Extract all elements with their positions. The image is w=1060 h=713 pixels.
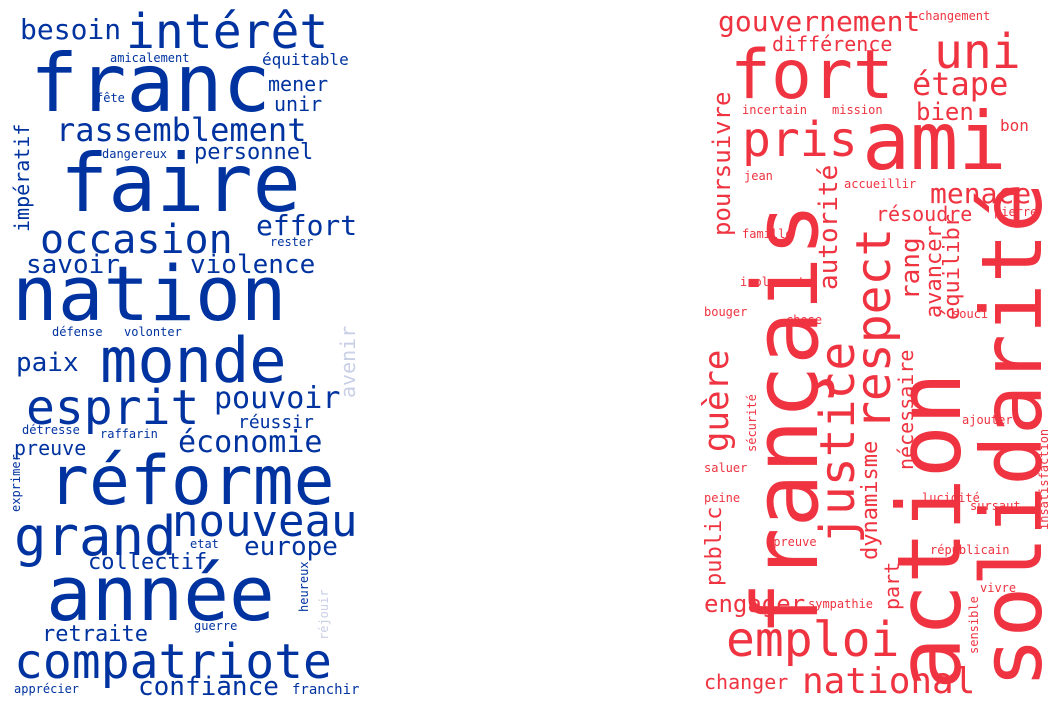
word-faire: faire — [60, 137, 301, 230]
word-equilibr: équilibr — [940, 214, 965, 320]
word-poursuivre: poursuivre — [708, 91, 736, 237]
word-cloud-left: besoin intérêt franc amicalement équitab… — [0, 0, 370, 713]
word-occasion: occasion — [40, 217, 233, 263]
word-difference: différence — [772, 32, 893, 56]
word-avenir: avenir — [336, 325, 360, 398]
word-paix: paix — [16, 348, 79, 378]
word-preuve: preuve — [14, 436, 87, 460]
word-unir: unir — [274, 92, 323, 116]
word-confiance: confiance — [138, 672, 279, 702]
word-rassemblement: rassemblement — [56, 111, 307, 149]
word-jean: jean — [744, 169, 773, 183]
word-lucidite: lucidité — [922, 491, 980, 505]
word-changement: changement — [918, 9, 991, 23]
word-equitable: équitable — [262, 50, 349, 69]
word-pris: pris — [742, 112, 858, 168]
word-pierre: pierre — [994, 205, 1038, 219]
word-securite: sécurité — [745, 394, 759, 452]
word-epreuve: épreuve — [766, 535, 817, 549]
word-bien: bien — [916, 98, 974, 126]
word-franchir: franchir — [292, 682, 360, 698]
word-uni: uni — [934, 24, 1021, 80]
word-nouveau: nouveau — [172, 496, 358, 547]
word-franc: franc — [30, 37, 271, 130]
word-sursaut: sursaut — [970, 499, 1021, 513]
word-sympathie: sympathie — [808, 597, 874, 611]
word-exprimer: exprimer — [9, 454, 23, 512]
word-effort: effort — [256, 209, 358, 242]
word-ajouter: ajouter — [962, 413, 1013, 427]
word-famille: famille — [742, 227, 793, 241]
word-cloud-right: gouvernement changement différence uni f… — [690, 0, 1060, 713]
word-europe: europe — [244, 532, 338, 562]
word-changer: changer — [704, 670, 789, 694]
word-bouger: bouger — [704, 305, 748, 319]
word-economie: économie — [178, 425, 323, 460]
word-defense: défense — [52, 325, 103, 339]
word-necessaire: nécessaire — [894, 349, 918, 470]
word-insatisfaction: insatisfaction — [1037, 428, 1051, 530]
word-menace: menace — [930, 177, 1032, 210]
word-dangereux: dangereux — [102, 147, 168, 161]
word-mission: mission — [832, 103, 883, 117]
word-gouvernement: gouvernement — [718, 5, 921, 38]
word-retraite: retraite — [42, 622, 148, 647]
word-besoin: besoin — [20, 13, 122, 46]
word-interet: intérêt — [126, 4, 329, 60]
word-nation: nation — [12, 249, 287, 338]
word-violence: violence — [190, 250, 316, 280]
word-volonter: volonter — [124, 325, 182, 339]
word-rester: rester — [270, 235, 314, 249]
word-public: public — [702, 506, 727, 586]
word-apprecier: apprécier — [14, 682, 80, 696]
word-monde: monde — [100, 324, 287, 397]
word-rejouir: réjouir — [317, 589, 331, 640]
word-mener: mener — [268, 72, 329, 96]
word-resoudre: résoudre — [876, 202, 973, 226]
word-annee: année — [46, 549, 275, 638]
word-vivre: vivre — [980, 581, 1017, 595]
word-personnel: personnel — [194, 140, 314, 165]
word-incertain: incertain — [742, 103, 808, 117]
word-esprit: esprit — [26, 380, 200, 436]
word-collectif: collectif — [88, 550, 208, 575]
word-bon: bon — [1000, 116, 1029, 135]
word-republicain: républicain — [930, 543, 1010, 557]
word-sensible: sensible — [967, 596, 981, 654]
word-accueillir: accueillir — [844, 177, 917, 191]
word-guere: guère — [697, 349, 737, 452]
word-imperatif: impératif — [10, 123, 34, 232]
word-emploi: emploi — [726, 612, 900, 668]
word-heureux: heureux — [297, 561, 311, 612]
word-engager: engager — [704, 590, 806, 618]
word-souci: souci — [952, 307, 989, 321]
word-reforme: réforme — [48, 442, 335, 521]
word-guerre: guerre — [194, 619, 238, 633]
word-etape: étape — [912, 65, 1009, 103]
word-national: national — [802, 661, 976, 702]
word-amicalement: amicalement — [110, 51, 190, 65]
word-grand: grand — [14, 505, 177, 568]
word-saluer: saluer — [704, 461, 748, 475]
word-pouvoir: pouvoir — [214, 381, 341, 416]
word-isolement: isolement — [740, 275, 806, 289]
word-chose: chose — [786, 313, 823, 327]
word-ami: ami — [862, 95, 1007, 188]
word-detresse: détresse — [22, 423, 80, 437]
word-fete: fête — [96, 91, 125, 105]
word-fort: fort — [730, 36, 894, 115]
word-raffarin: raffarin — [100, 427, 158, 441]
word-justice: justice — [810, 341, 866, 544]
word-savoir: savoir — [26, 250, 120, 280]
word-part: part — [880, 561, 904, 610]
word-peine: peine — [704, 491, 741, 505]
word-dynamisme: dynamisme — [858, 440, 883, 560]
word-etat: etat — [190, 537, 219, 551]
word-compatriote: compatriote — [14, 634, 332, 690]
word-reussir: réussir — [238, 412, 314, 433]
